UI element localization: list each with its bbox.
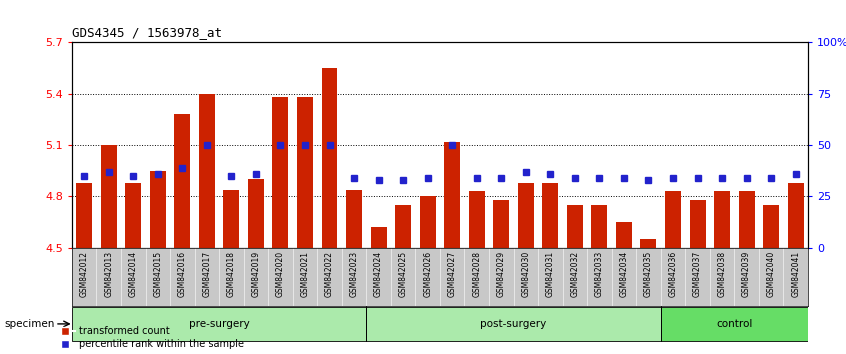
Text: GSM842032: GSM842032 [570,251,580,297]
Bar [346,190,362,248]
Text: GSM842019: GSM842019 [251,251,261,297]
Text: GSM842037: GSM842037 [693,251,702,297]
Text: GSM842033: GSM842033 [595,251,604,297]
Bar [689,200,706,248]
Text: GSM842023: GSM842023 [349,251,359,297]
Bar [199,94,215,248]
Text: GSM842022: GSM842022 [325,251,334,297]
Bar [518,183,534,248]
Text: GSM842034: GSM842034 [619,251,629,297]
Bar [366,307,661,341]
Text: GSM842016: GSM842016 [178,251,187,297]
Text: GSM842027: GSM842027 [448,251,457,297]
Text: GSM842031: GSM842031 [546,251,555,297]
Text: pre-surgery: pre-surgery [189,319,250,329]
Bar [493,200,509,248]
Bar [321,68,338,248]
Bar [665,191,681,248]
Text: GSM842017: GSM842017 [202,251,212,297]
Text: GSM842026: GSM842026 [423,251,432,297]
Bar [714,191,730,248]
Text: GSM842024: GSM842024 [374,251,383,297]
Text: GSM842035: GSM842035 [644,251,653,297]
Bar [542,183,558,248]
Text: GSM842041: GSM842041 [791,251,800,297]
Text: GSM842029: GSM842029 [497,251,506,297]
Bar [248,179,264,248]
Bar [788,183,804,248]
Text: GSM842015: GSM842015 [153,251,162,297]
Bar [297,97,313,248]
Bar [567,205,583,248]
Bar [661,307,808,341]
Text: GSM842020: GSM842020 [276,251,285,297]
Text: specimen: specimen [4,319,55,329]
Text: GSM842012: GSM842012 [80,251,89,297]
Bar [640,239,656,248]
Bar [420,196,436,248]
Text: GSM842021: GSM842021 [300,251,310,297]
Bar [395,205,411,248]
Text: GSM842030: GSM842030 [521,251,530,297]
Text: GSM842028: GSM842028 [472,251,481,297]
Bar [272,97,288,248]
Text: GDS4345 / 1563978_at: GDS4345 / 1563978_at [72,26,222,39]
Bar [763,205,779,248]
Text: GSM842039: GSM842039 [742,251,751,297]
Text: post-surgery: post-surgery [481,319,547,329]
Text: GSM842014: GSM842014 [129,251,138,297]
Bar [616,222,632,248]
Bar [76,183,92,248]
Bar [101,145,117,248]
Bar [223,190,239,248]
Bar [591,205,607,248]
Bar [150,171,166,248]
Text: GSM842038: GSM842038 [717,251,727,297]
Text: GSM842018: GSM842018 [227,251,236,297]
Text: GSM842040: GSM842040 [766,251,776,297]
Bar [371,227,387,248]
Bar [469,191,485,248]
Legend: transformed count, percentile rank within the sample: transformed count, percentile rank withi… [56,326,244,349]
Text: GSM842036: GSM842036 [668,251,678,297]
Bar [444,142,460,248]
Bar [125,183,141,248]
Text: control: control [717,319,752,329]
Bar [174,114,190,248]
Text: GSM842013: GSM842013 [104,251,113,297]
Bar [739,191,755,248]
Bar [72,307,366,341]
Text: GSM842025: GSM842025 [398,251,408,297]
